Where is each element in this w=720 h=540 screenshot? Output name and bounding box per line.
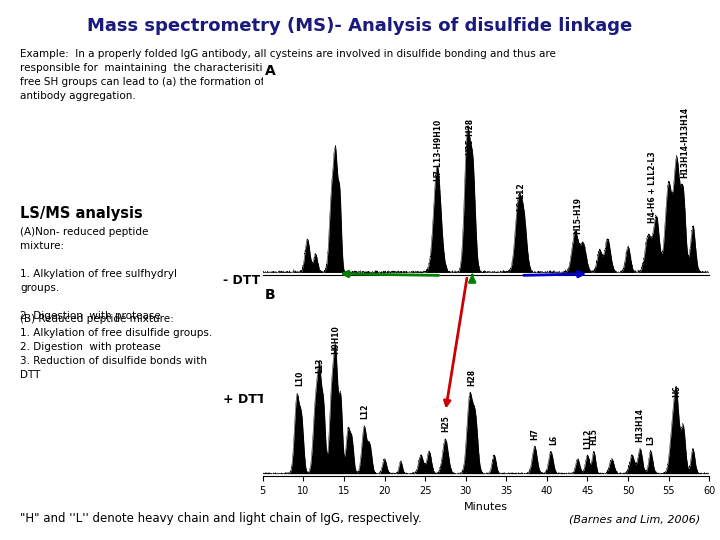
Text: H15: H15 (590, 428, 598, 445)
Text: (A)Non- reduced peptide
mixture:

1. Alkylation of free sulfhydryl
groups.

2. D: (A)Non- reduced peptide mixture: 1. Alky… (20, 227, 177, 321)
Text: L1L2: L1L2 (583, 429, 592, 449)
X-axis label: Minutes: Minutes (464, 502, 508, 511)
Text: A: A (265, 64, 276, 78)
Text: - DTT: - DTT (223, 274, 261, 287)
Text: L3: L3 (647, 435, 655, 445)
Text: H15-H19: H15-H19 (573, 197, 582, 234)
Text: L13: L13 (315, 358, 324, 373)
Text: H7: H7 (530, 428, 539, 440)
Text: H7-L13-H9H10: H7-L13-H9H10 (433, 119, 442, 181)
Text: H4-H6 + L1L2-L3: H4-H6 + L1L2-L3 (648, 151, 657, 222)
Text: H9H10: H9H10 (331, 325, 341, 354)
Text: H25-H28: H25-H28 (465, 118, 474, 155)
Text: H6: H6 (672, 385, 681, 397)
Text: L10: L10 (294, 371, 304, 386)
Text: H13H14-H13H14: H13H14-H13H14 (680, 107, 689, 178)
Text: L6-L12: L6-L12 (516, 182, 526, 211)
Text: Example:  In a properly folded IgG antibody, all cysteins are involved in disulf: Example: In a properly folded IgG antibo… (20, 49, 588, 100)
Text: LS/MS analysis: LS/MS analysis (20, 206, 143, 221)
Text: H25: H25 (441, 415, 450, 432)
Text: H13H14: H13H14 (636, 408, 644, 442)
Text: B: B (265, 288, 276, 302)
Text: L12: L12 (360, 403, 369, 419)
Text: (B) Reduced peptide mixture:
1. Alkylation of free disulfide groups.
2. Digestio: (B) Reduced peptide mixture: 1. Alkylati… (20, 314, 212, 380)
Text: Mass spectrometry (MS)- Analysis of disulfide linkage: Mass spectrometry (MS)- Analysis of disu… (87, 17, 633, 35)
Text: H28: H28 (468, 369, 477, 386)
Text: (Barnes and Lim, 2006): (Barnes and Lim, 2006) (569, 515, 700, 525)
Text: "H" and ''L'' denote heavy chain and light chain of IgG, respectively.: "H" and ''L'' denote heavy chain and lig… (20, 512, 422, 525)
Text: + DTT: + DTT (223, 393, 266, 406)
Text: L6: L6 (549, 435, 558, 445)
